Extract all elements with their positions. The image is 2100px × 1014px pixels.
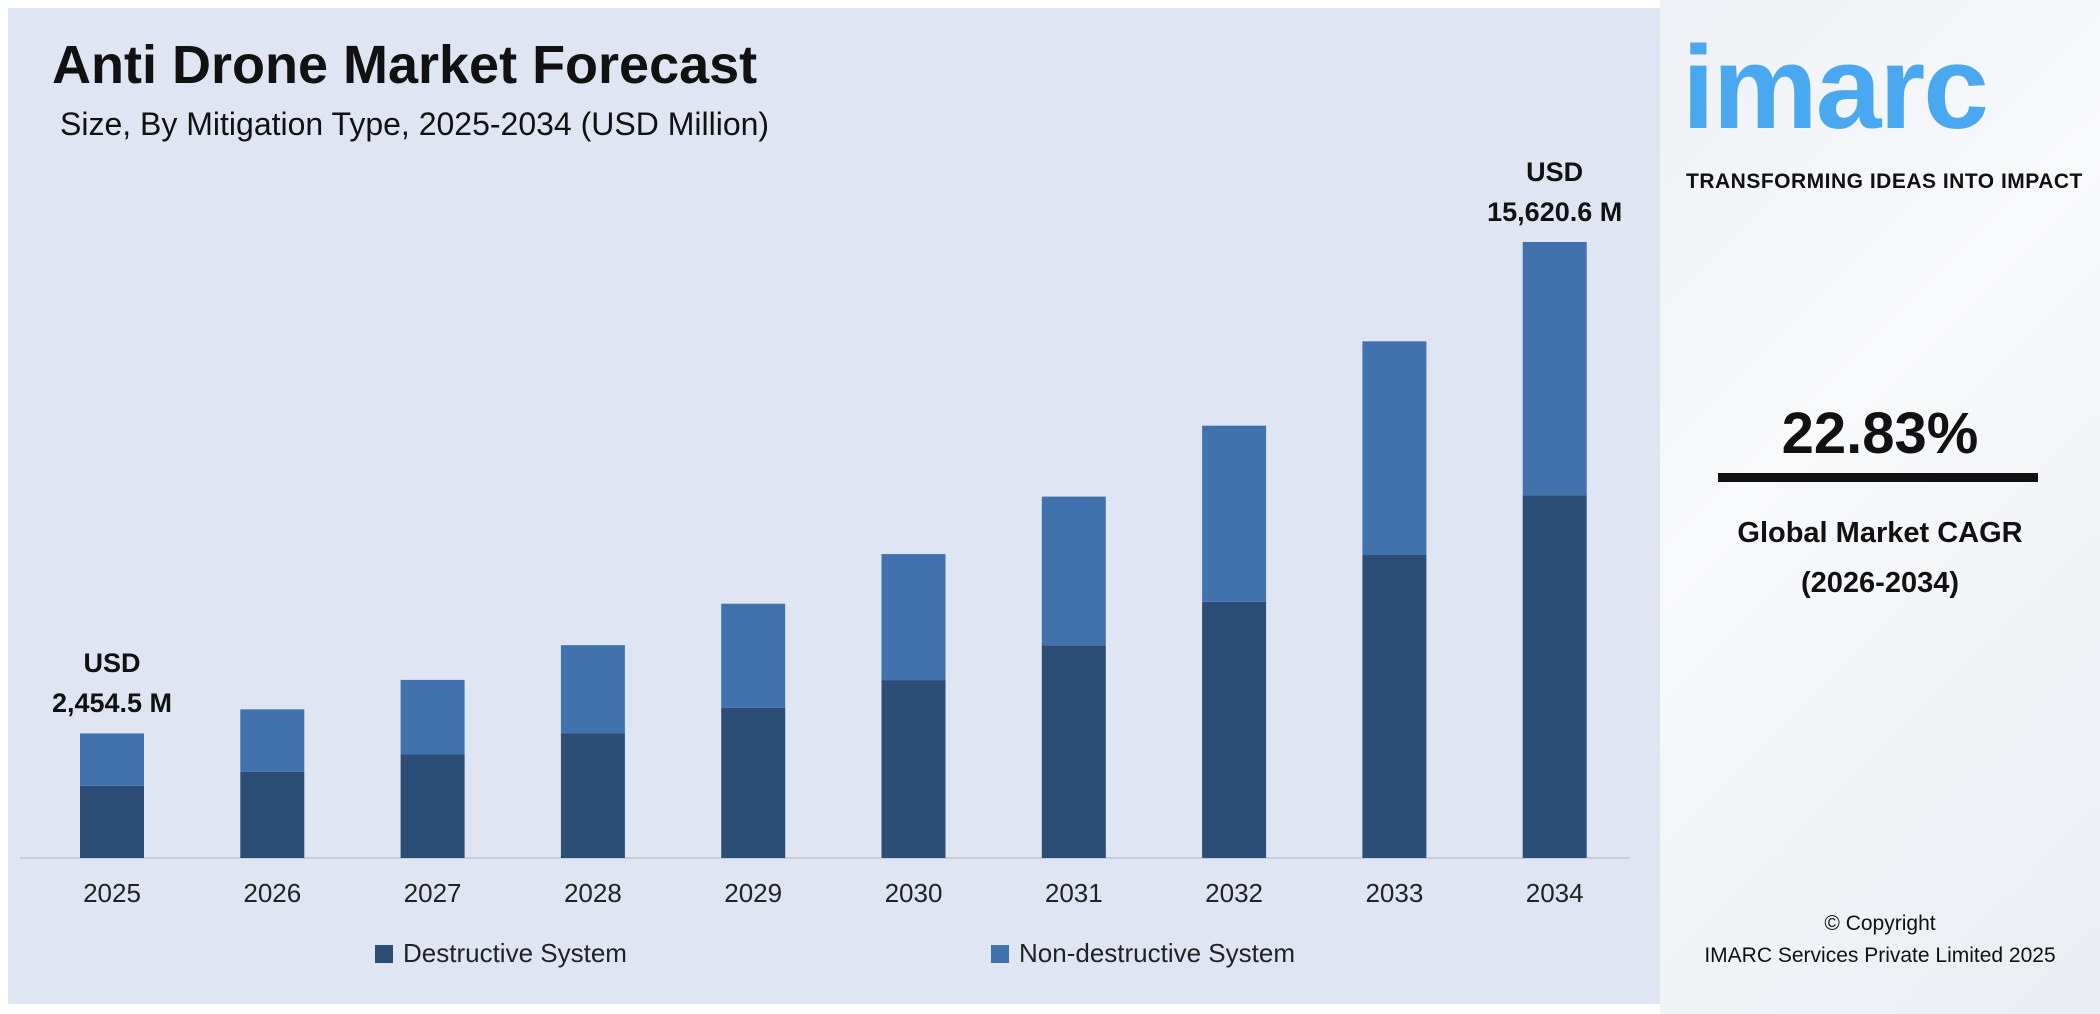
legend-item-destructive: Destructive System (375, 938, 627, 969)
data-label-line1: USD (83, 648, 141, 679)
bar-non-destructive-2027 (400, 679, 465, 755)
legend-label: Non-destructive System (1019, 938, 1295, 968)
data-label-2034: USD 15,620.6 M (1445, 152, 1665, 232)
logo-tagline: TRANSFORMING IDEAS INTO IMPACT (1686, 170, 2083, 193)
legend-swatch (991, 944, 1009, 963)
bar-non-destructive-2032 (1202, 425, 1267, 602)
data-label-line1: USD (1526, 157, 1584, 187)
bar-destructive-2032 (1202, 601, 1267, 858)
legend-item-non-destructive: Non-destructive System (991, 938, 1295, 969)
x-tick-label: 2028 (564, 878, 622, 908)
bar-chart: 2025 2026 2027 2028 2029 2030 2031 2032 2033 2034 (20, 242, 1630, 908)
bar-destructive-2030 (881, 680, 946, 858)
data-label-line2: 2,454.5 M (51, 688, 173, 719)
bar-destructive-2031 (1041, 645, 1106, 858)
bar-non-destructive-2029 (721, 603, 786, 708)
bar-non-destructive-2025 (80, 733, 144, 786)
bar-non-destructive-2031 (1041, 496, 1106, 646)
x-tick-label: 2033 (1365, 878, 1423, 908)
copyright-line2: IMARC Services Private Limited 2025 (1704, 944, 2056, 967)
cagr-label: Global Market CAGR (2026-2034) (1660, 508, 2100, 608)
bar-non-destructive-2028 (560, 645, 625, 734)
bar-non-destructive-2033 (1362, 341, 1427, 556)
x-tick-label: 2026 (243, 878, 301, 908)
side-panel: imarc TRANSFORMING IDEAS INTO IMPACT 22.… (1660, 0, 2100, 1014)
divider (1718, 473, 2038, 482)
legend-swatch (375, 944, 393, 963)
bar-destructive-2034 (1522, 495, 1587, 858)
cagr-value: 22.83% (1781, 401, 1979, 466)
copyright: © Copyright IMARC Services Private Limit… (1660, 908, 2100, 972)
x-tick-label: 2034 (1526, 878, 1584, 908)
legend-label: Destructive System (403, 938, 627, 968)
x-tick-label: 2030 (885, 878, 943, 908)
bar-destructive-2033 (1362, 555, 1427, 858)
chart-subtitle: Size, By Mitigation Type, 2025-2034 (USD… (60, 106, 770, 142)
bar-non-destructive-2030 (881, 554, 946, 681)
bar-destructive-2027 (400, 754, 465, 858)
cagr-label-line1: Global Market CAGR (1737, 517, 2023, 549)
x-tick-label: 2027 (404, 878, 462, 908)
bar-non-destructive-2026 (240, 709, 305, 772)
bar-destructive-2025 (80, 785, 144, 858)
x-tick-label: 2025 (83, 878, 141, 908)
bar-destructive-2026 (240, 771, 305, 858)
x-tick-label: 2029 (724, 878, 782, 908)
x-tick-label: 2031 (1045, 878, 1103, 908)
x-tick-label: 2032 (1205, 878, 1263, 908)
bar-non-destructive-2034 (1522, 242, 1587, 496)
bar-destructive-2029 (721, 707, 786, 858)
data-label-2025: USD 2,454.5 M (2, 643, 222, 723)
imarc-logo: imarc (1682, 22, 1989, 154)
data-label-line2: 15,620.6 M (1487, 197, 1623, 227)
cagr-label-line2: (2026-2034) (1801, 567, 1959, 599)
copyright-line1: © Copyright (1824, 912, 1936, 935)
bar-destructive-2028 (560, 733, 625, 858)
chart-title: Anti Drone Market Forecast (52, 35, 758, 95)
